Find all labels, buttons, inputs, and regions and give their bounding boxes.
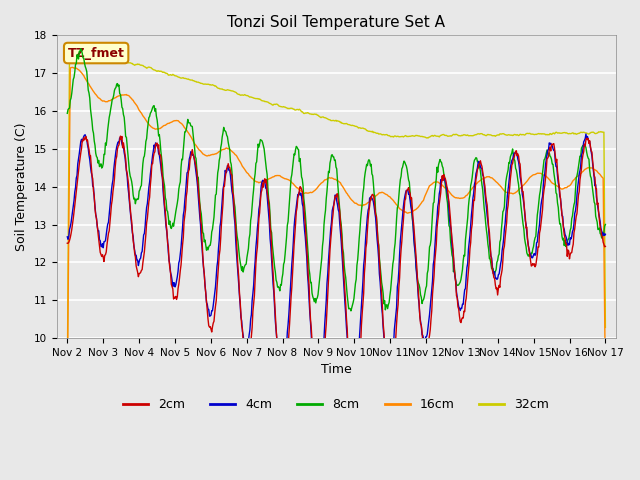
8cm	[129, 192, 137, 198]
8cm	[602, 222, 609, 228]
Line: 16cm: 16cm	[67, 67, 605, 392]
8cm	[212, 192, 220, 197]
X-axis label: Time: Time	[321, 363, 352, 376]
8cm	[419, 298, 427, 303]
16cm	[212, 151, 220, 156]
4cm	[63, 234, 71, 240]
2cm	[63, 240, 71, 246]
16cm	[129, 97, 137, 103]
8cm	[403, 167, 411, 172]
32cm	[212, 84, 220, 89]
4cm	[73, 173, 81, 179]
4cm	[403, 188, 410, 193]
Line: 4cm: 4cm	[67, 134, 605, 393]
16cm	[63, 389, 71, 395]
32cm	[63, 379, 71, 385]
4cm	[602, 231, 609, 237]
8cm	[63, 110, 71, 116]
16cm	[403, 210, 410, 216]
Y-axis label: Soil Temperature (C): Soil Temperature (C)	[15, 122, 28, 251]
8cm	[73, 52, 81, 58]
16cm	[184, 129, 191, 135]
2cm	[602, 243, 609, 249]
8cm	[77, 46, 84, 51]
4cm	[129, 230, 136, 236]
32cm	[418, 133, 426, 139]
16cm	[418, 199, 426, 205]
32cm	[69, 43, 77, 49]
32cm	[74, 45, 82, 50]
8cm	[184, 117, 191, 122]
2cm	[212, 298, 220, 303]
32cm	[602, 324, 609, 330]
2cm	[419, 339, 427, 345]
16cm	[602, 378, 609, 384]
32cm	[403, 133, 410, 139]
4cm	[349, 390, 356, 396]
Text: TZ_fmet: TZ_fmet	[68, 47, 125, 60]
Legend: 2cm, 4cm, 8cm, 16cm, 32cm: 2cm, 4cm, 8cm, 16cm, 32cm	[118, 393, 554, 416]
2cm	[116, 133, 124, 139]
32cm	[184, 76, 191, 82]
Line: 2cm: 2cm	[67, 136, 605, 407]
2cm	[184, 176, 191, 182]
2cm	[403, 187, 411, 193]
4cm	[582, 131, 590, 137]
2cm	[315, 404, 323, 409]
Title: Tonzi Soil Temperature Set A: Tonzi Soil Temperature Set A	[227, 15, 445, 30]
32cm	[129, 61, 137, 67]
8cm	[347, 308, 355, 314]
Line: 8cm: 8cm	[67, 48, 605, 311]
2cm	[73, 181, 81, 187]
2cm	[129, 238, 137, 243]
4cm	[183, 170, 191, 176]
16cm	[68, 64, 76, 70]
16cm	[74, 66, 82, 72]
4cm	[418, 332, 426, 338]
4cm	[212, 284, 220, 290]
Line: 32cm: 32cm	[67, 46, 605, 382]
